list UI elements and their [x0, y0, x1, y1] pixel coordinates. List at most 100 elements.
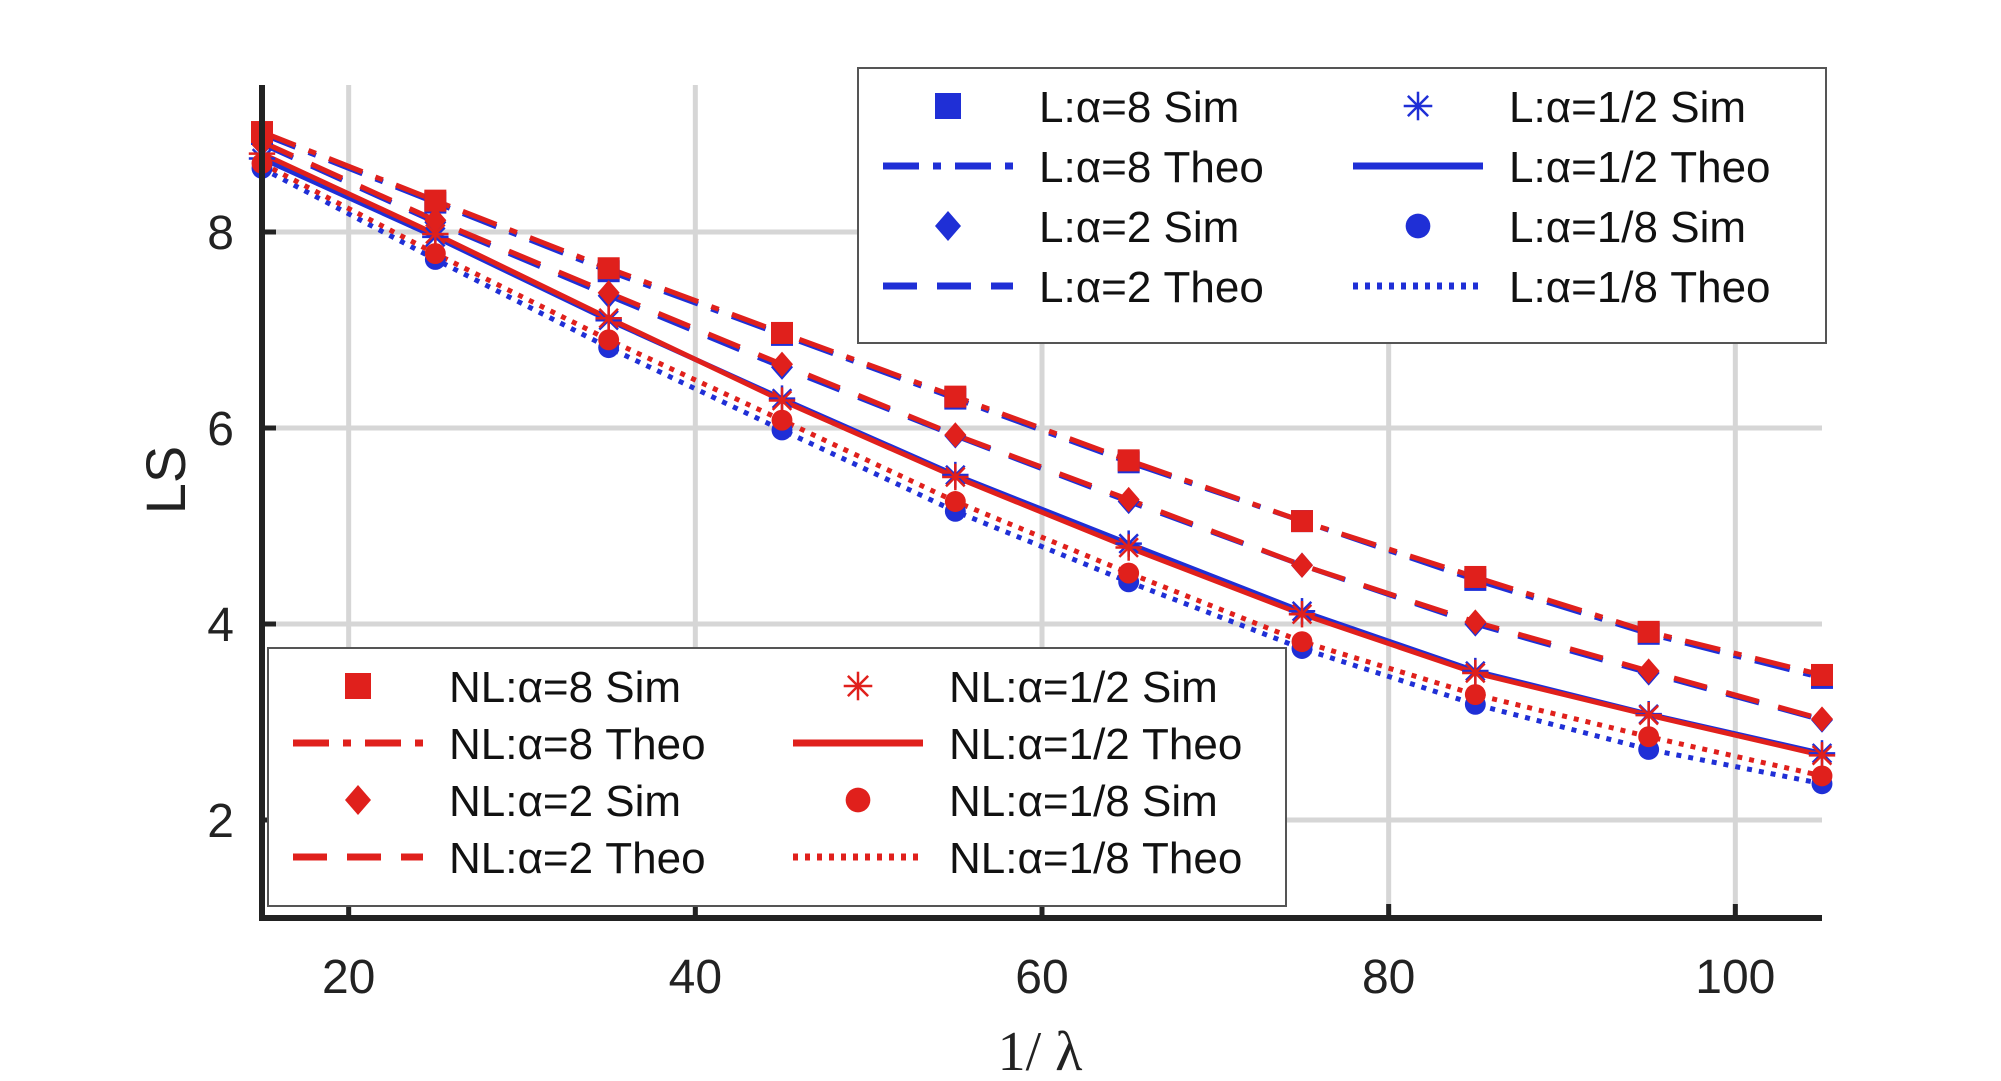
x-tick-label: 100	[1695, 951, 1775, 1004]
legend-box	[857, 67, 1827, 344]
series-line-L0125	[260, 166, 1823, 787]
data-point-NL05	[1115, 534, 1142, 561]
data-point-NL2	[1811, 706, 1833, 732]
legend-marker	[845, 787, 871, 813]
asterisk-stroke	[425, 223, 446, 245]
legend-label: L:α=1/2 Theo	[1509, 143, 1771, 192]
x-tick-label: 20	[322, 951, 375, 1004]
data-point-NL2	[1291, 552, 1313, 578]
legend-symbol-L05-sim	[1403, 91, 1433, 121]
data-point-NL05	[422, 220, 449, 248]
y-axis-title: LS	[134, 446, 197, 515]
data-point-NL0125	[1811, 765, 1833, 787]
legend-label: NL:α=1/2 Sim	[949, 663, 1218, 712]
asterisk-stroke	[1638, 704, 1659, 726]
data-point-NL8	[1464, 565, 1487, 588]
legend-bottom-left: NL:α=8 Sim NL:α=1/2 Sim NL:α=8 Theo NL:α=1/…	[267, 647, 1287, 907]
legend-label: NL:α=2 Sim	[449, 777, 681, 826]
data-point-NL0125	[598, 329, 620, 351]
legend-symbol-L8-sim	[935, 93, 961, 119]
data-point-NL2	[424, 207, 447, 233]
legend-label: L:α=1/8 Theo	[1509, 263, 1771, 312]
legend-label: L:α=2 Sim	[1039, 203, 1239, 252]
data-point-NL05	[1635, 701, 1662, 729]
asterisk-stroke	[945, 466, 966, 488]
data-point-NL2	[771, 351, 793, 377]
series-lines	[260, 129, 1823, 787]
data-point-NL2	[1637, 658, 1660, 684]
asterisk-stroke	[1291, 603, 1313, 625]
legend-top-right: L:α=8 Sim L:α=1/2 Sim L:α=8 Theo L:α=1/2 Th…	[857, 67, 1827, 344]
y-tick-label: 2	[207, 795, 234, 848]
data-point-NL2	[944, 422, 967, 448]
asterisk-stroke	[1811, 745, 1833, 766]
data-point-NL2	[1464, 609, 1487, 635]
data-point-NL0125	[1638, 726, 1660, 748]
legend-label: NL:α=1/8 Theo	[949, 834, 1242, 883]
legend-marker	[345, 785, 371, 815]
series-line-NL2	[260, 139, 1823, 722]
legend-label: L:α=1/8 Sim	[1509, 203, 1746, 252]
data-point-NL0125	[1464, 684, 1486, 706]
asterisk-stroke	[1407, 95, 1429, 117]
data-point-NL0125	[1291, 631, 1313, 653]
legend-marker	[935, 211, 961, 241]
data-point-NL05	[1288, 601, 1316, 628]
legend-marker	[1403, 91, 1433, 121]
data-point-NL05	[942, 463, 969, 491]
asterisk-stroke	[1118, 537, 1139, 558]
x-tick-label: 80	[1362, 951, 1415, 1004]
legend-marker	[843, 671, 873, 701]
data-point-NL8	[1811, 663, 1833, 686]
legend-box	[267, 647, 1287, 907]
tick-labels: 20 40 60 80 100 2 4 6 8	[207, 207, 1775, 1004]
y-tick-label: 8	[207, 207, 234, 260]
data-point-NL8	[597, 257, 620, 280]
data-point-NL0125	[1118, 562, 1140, 584]
data-point-NL2	[1117, 486, 1140, 513]
legend-marker	[935, 93, 961, 119]
data-point-NL8	[1117, 449, 1140, 472]
data-point-NL05	[595, 305, 622, 332]
legend-symbol-L2-sim	[935, 211, 961, 241]
x-tick-label: 40	[669, 951, 722, 1004]
asterisk-stroke	[1465, 662, 1486, 684]
data-point-NL8	[771, 321, 793, 344]
legend-label: NL:α=8 Theo	[449, 720, 706, 769]
data-point-NL8	[1291, 510, 1313, 533]
data-point-NL05	[768, 387, 796, 414]
data-point-NL0125	[944, 491, 966, 512]
legend-symbol-NL8-sim	[345, 673, 371, 699]
legend-symbol-L0125-sim	[1405, 213, 1431, 239]
data-point-NL8	[1637, 620, 1660, 643]
data-point-NL05	[1462, 659, 1489, 687]
series-line-NL0125	[260, 161, 1823, 779]
x-axis-title: 1/ λ	[998, 1021, 1083, 1081]
legend-symbol-NL2-sim	[345, 785, 371, 815]
y-tick-label: 4	[207, 599, 234, 652]
data-point-NL0125	[771, 409, 793, 431]
y-tick-label: 6	[207, 403, 234, 456]
data-point-NL0125	[424, 243, 446, 265]
legend-label: NL:α=2 Theo	[449, 834, 706, 883]
legend-label: L:α=8 Theo	[1039, 143, 1264, 192]
legend-symbol-NL05-sim	[843, 671, 873, 701]
legend-marker	[1405, 213, 1431, 239]
legend-label: L:α=2 Theo	[1039, 263, 1264, 312]
series-line-NL8	[261, 129, 1823, 678]
asterisk-stroke	[847, 675, 869, 697]
asterisk-stroke	[598, 308, 619, 329]
legend-label: NL:α=1/8 Sim	[949, 777, 1218, 826]
data-point-NL8	[424, 189, 447, 212]
data-point-NL05	[1808, 742, 1836, 769]
data-point-NL8	[944, 385, 967, 408]
legend-label: NL:α=1/2 Theo	[949, 720, 1242, 769]
legend-symbol-NL0125-sim	[845, 787, 871, 813]
legend-label: L:α=8 Sim	[1039, 83, 1239, 132]
legend-marker	[345, 673, 371, 699]
legend-label: L:α=1/2 Sim	[1509, 83, 1746, 132]
series-line-NL05	[260, 151, 1823, 758]
legend-label: NL:α=8 Sim	[449, 663, 681, 712]
data-point-NL2	[597, 280, 620, 306]
